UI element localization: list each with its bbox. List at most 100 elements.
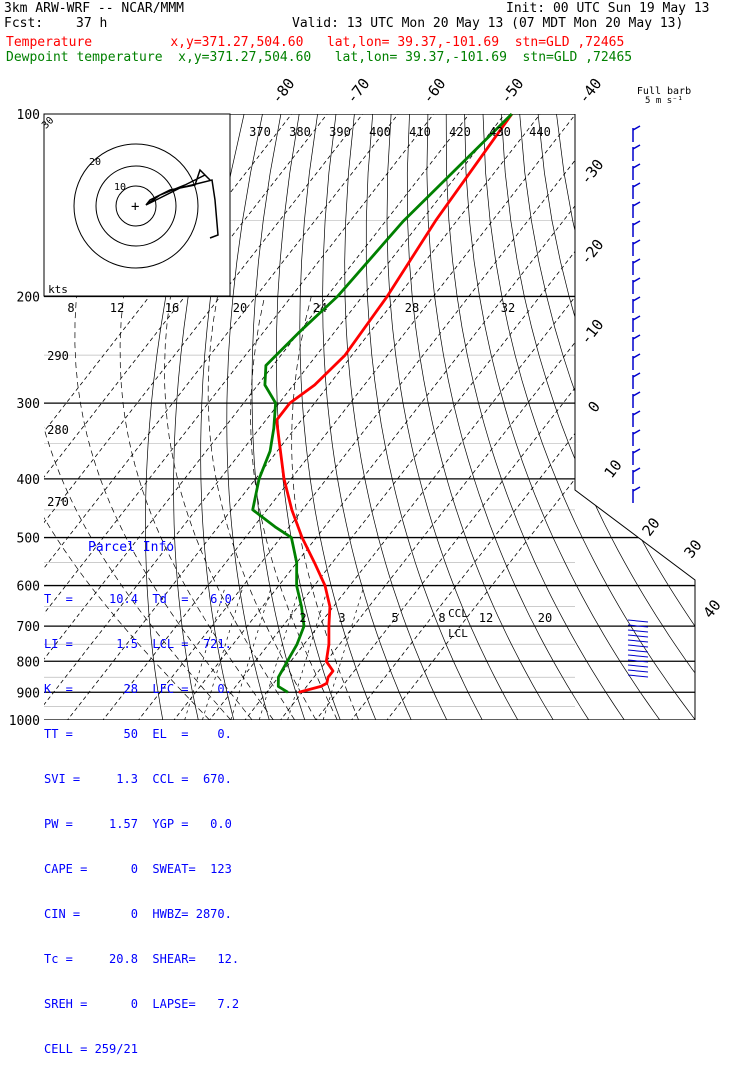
wind-barb-flag (633, 468, 640, 472)
isotherm-label: 30 (680, 536, 705, 561)
parcel-row: SVI = 1.3 CCL = 670. (44, 772, 234, 787)
parcel-row: CIN = 0 HWBZ= 2870. (44, 907, 234, 922)
hodograph-x-label: 16 (165, 301, 179, 315)
theta-side-label: 280 (47, 423, 69, 437)
parcel-row: Tc = 20.8 SHEAR= 12. (44, 952, 234, 967)
theta-label: 420 (449, 125, 471, 139)
pressure-label: 400 (17, 473, 40, 488)
wind-barb (628, 620, 648, 622)
dry-adiabat (575, 114, 740, 733)
pressure-label: 1000 (9, 714, 40, 729)
wind-barb-flag (633, 221, 640, 225)
parcel-info-panel: T = 10.4 Td = 6.0 LI = 1.5 LCL = 721. K … (44, 562, 234, 1072)
isotherm-label: 0 (584, 398, 604, 416)
pressure-label: 600 (17, 580, 40, 595)
theta-label: 400 (369, 125, 391, 139)
isotherm-label: 40 (699, 596, 724, 621)
isotherm-label: -80 (268, 75, 299, 107)
theta-label: 390 (329, 125, 351, 139)
dry-adiabat (630, 114, 740, 733)
wind-barb (628, 640, 648, 642)
dry-adiabat (557, 114, 740, 733)
wind-barb (628, 650, 648, 652)
wind-barb-flag (633, 183, 640, 187)
barb-units: 5 m s⁻¹ (645, 96, 683, 106)
mixing-ratio-label: 20 (538, 611, 552, 625)
mixing-ratio-label: 8 (438, 611, 445, 625)
theta-label: 380 (289, 125, 311, 139)
pressure-label: 200 (17, 290, 40, 305)
dry-adiabat (300, 114, 382, 733)
isotherm-label: -70 (343, 75, 374, 107)
wind-barb-flag (633, 449, 640, 453)
wind-barb-flag (633, 259, 640, 263)
wind-barb-flag (633, 145, 640, 149)
isotherm-label: -20 (577, 236, 608, 268)
hodograph-kts-label: kts (48, 283, 68, 296)
wind-barb-flag (633, 240, 640, 244)
wind-barb-flag (633, 278, 640, 282)
wind-barb-flag (633, 430, 640, 434)
wind-barb (628, 645, 648, 647)
dry-adiabat (446, 114, 633, 733)
wind-barb-flag (633, 126, 640, 130)
wind-barb (628, 635, 648, 637)
dry-adiabat (501, 114, 740, 733)
theta-side-label: 270 (47, 495, 69, 509)
isotherm-line (377, 86, 740, 733)
hodograph-x-label: 8 (67, 301, 74, 315)
parcel-row: PW = 1.57 YGP = 0.0 (44, 817, 234, 832)
theta-label: 410 (409, 125, 431, 139)
wind-barb-flag (633, 297, 640, 301)
theta-label: 370 (249, 125, 271, 139)
mixing-ratio-label: 2 (299, 611, 306, 625)
wind-barb-flag (633, 164, 640, 168)
mixing-ratio-label: 12 (479, 611, 493, 625)
wind-barb-flag (633, 202, 640, 206)
dry-adiabat (465, 114, 670, 733)
isotherm-label: -50 (497, 75, 528, 107)
isotherm-line (341, 86, 740, 733)
pressure-label: 800 (17, 655, 40, 670)
hodograph-x-label: 28 (405, 301, 419, 315)
wind-barb-flag (633, 316, 640, 320)
wind-barb (628, 655, 648, 657)
wind-barb-flag (633, 373, 640, 377)
dry-adiabat (538, 114, 740, 733)
hodograph-origin: + (131, 199, 139, 215)
hodograph-x-label: 20 (233, 301, 247, 315)
wind-barb-flag (633, 411, 640, 415)
isotherm-line (235, 86, 739, 733)
isotherm-label: -40 (575, 75, 606, 107)
parcel-row: SREH = 0 LAPSE= 7.2 (44, 997, 234, 1012)
dry-adiabat (276, 114, 345, 733)
wind-barb (628, 665, 648, 667)
pressure-label: 700 (17, 620, 40, 635)
wind-barb (628, 630, 648, 632)
isotherm-label: 10 (600, 456, 625, 481)
pressure-label: 500 (17, 532, 40, 547)
mixing-ratio-label: 3 (338, 611, 345, 625)
wind-barb (628, 670, 648, 672)
isotherm-label: -60 (419, 75, 450, 107)
theta-label: 430 (489, 125, 511, 139)
hodograph-x-label: 32 (501, 301, 515, 315)
wind-barb (628, 675, 648, 677)
parcel-row: CELL = 259/21 (44, 1042, 234, 1057)
hodograph-ring-label: 20 (89, 157, 101, 168)
mixing-ratio-label: 5 (391, 611, 398, 625)
parcel-row: K = 28 LFC = 0. (44, 682, 234, 697)
hodograph-x-label: 12 (110, 301, 124, 315)
wind-barb-flag (633, 335, 640, 339)
wind-barb-flag (633, 487, 640, 491)
wind-barb-flag (633, 354, 640, 358)
isotherm-label: -30 (577, 156, 608, 188)
ccl-marker: CCL (448, 607, 468, 620)
dry-adiabat (593, 114, 740, 733)
isotherm-label: 20 (638, 514, 663, 539)
isotherm-line (306, 86, 740, 733)
lcl-marker: LCL (448, 627, 468, 640)
dry-adiabat (252, 114, 309, 733)
parcel-row: T = 10.4 Td = 6.0 (44, 592, 234, 607)
